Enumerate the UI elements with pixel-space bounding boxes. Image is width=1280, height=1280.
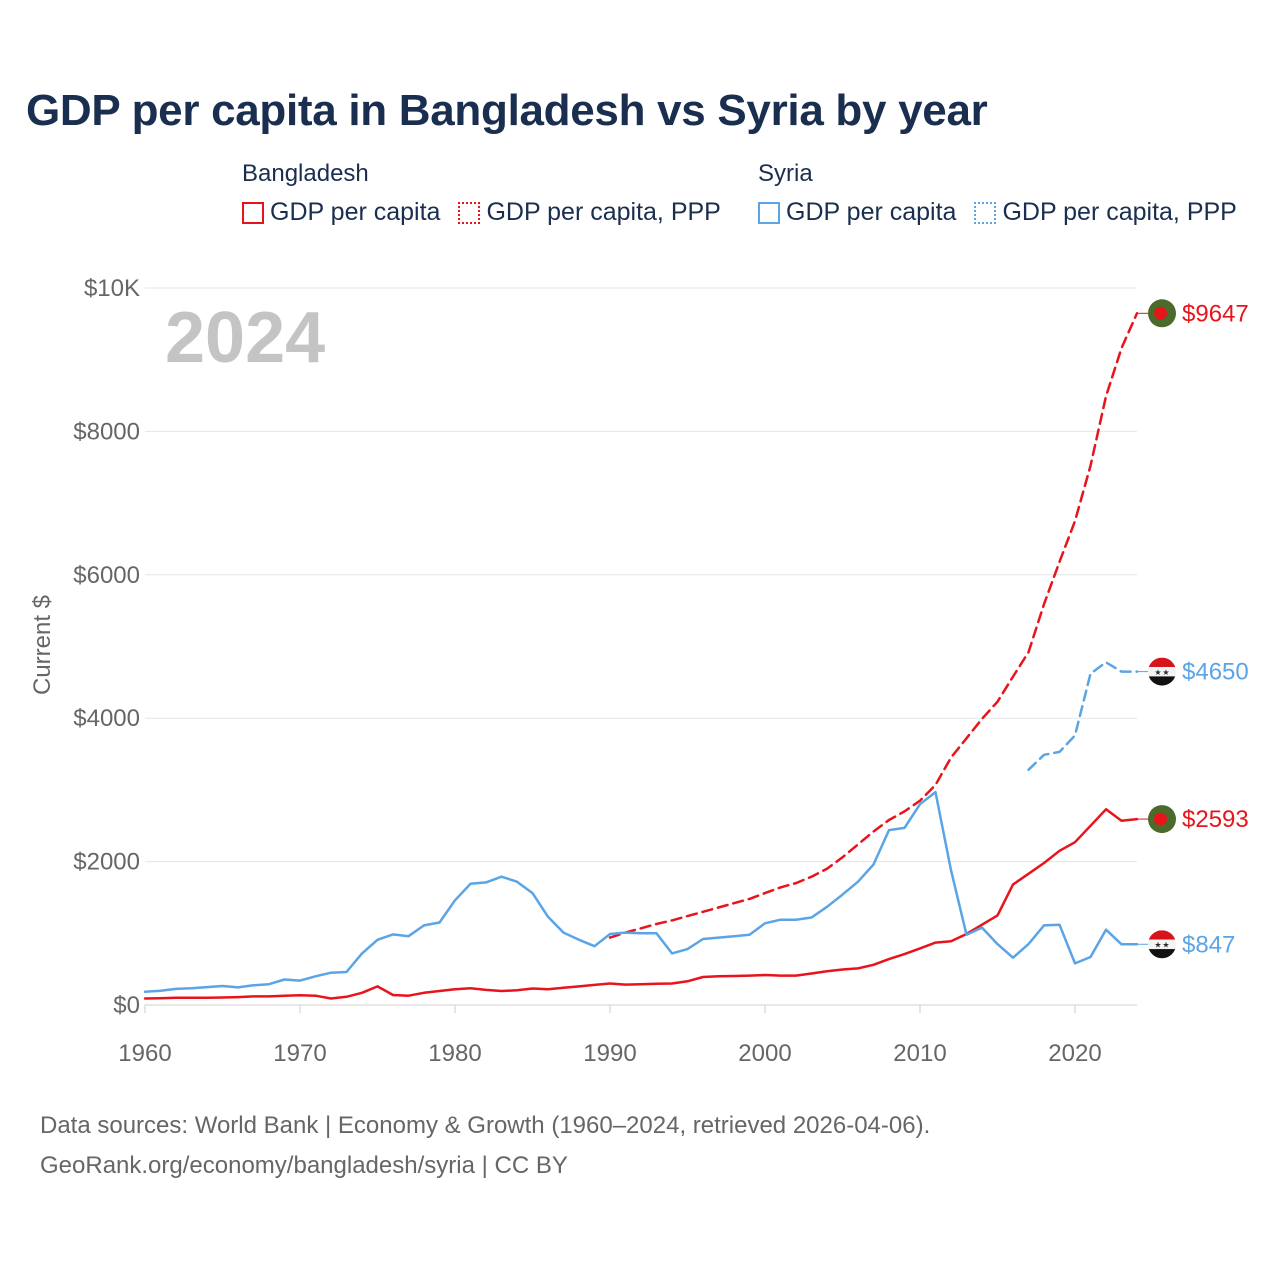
flag-stripe-white: [1148, 666, 1176, 677]
bangladesh-flag-icon: [1148, 299, 1176, 328]
series-line-bangladesh-gdp[interactable]: [143, 808, 1139, 1000]
flag-disc: [1154, 306, 1167, 320]
y-tick-label: $8000: [73, 418, 140, 445]
x-tick-label: 2010: [893, 1040, 946, 1067]
legend-group-syria: Syria GDP per capita GDP per capita, PPP: [758, 160, 1237, 227]
y-tick-label: $2000: [73, 849, 140, 876]
legend-item-syria-ppp[interactable]: GDP per capita, PPP: [974, 198, 1237, 227]
line-chart: $0 $2000 $4000 $6000 $8000 $10K 1960 1970 1980 19…: [29, 275, 1249, 1067]
flag-disc: [1154, 812, 1167, 826]
legend-item-bangladesh-gdp[interactable]: GDP per capita: [242, 198, 440, 227]
legend-label: GDP per capita: [786, 198, 957, 226]
flag-stripe-black: [1148, 949, 1176, 959]
x-tick-label: 1960: [118, 1040, 171, 1067]
syria-flag-icon: ★ ★: [1148, 930, 1176, 959]
x-tick-label: 1990: [583, 1040, 636, 1067]
y-axis-title: Current $: [29, 595, 56, 695]
legend-group-bangladesh: Bangladesh GDP per capita GDP per capita…: [242, 160, 721, 227]
year-watermark: 2024: [165, 298, 325, 378]
syria-flag-icon: ★ ★: [1148, 657, 1176, 686]
end-value-label: $2593: [1182, 806, 1249, 833]
end-value-label: $4650: [1182, 659, 1249, 686]
legend-group-name: Syria: [758, 160, 813, 187]
y-tick-label: $4000: [73, 705, 140, 732]
legend-group-name: Bangladesh: [242, 160, 369, 187]
flag-stripes: ★ ★: [1148, 657, 1176, 686]
legend-label: GDP per capita, PPP: [1002, 198, 1237, 226]
flag-star-icon: ★: [1162, 940, 1169, 949]
x-tick-label: 1980: [428, 1040, 481, 1067]
flag-star-icon: ★: [1162, 668, 1169, 677]
y-tick-label: $6000: [73, 562, 140, 589]
y-tick-label: $10K: [84, 275, 140, 302]
legend-item-syria-gdp[interactable]: GDP per capita: [758, 198, 956, 227]
x-tick-label: 2000: [738, 1040, 791, 1067]
series-line-syria-gdp[interactable]: [143, 790, 1139, 993]
legend-swatch-dotted-blue: [974, 201, 997, 224]
y-tick-label: $0: [113, 992, 140, 1019]
flag-star-icon: ★: [1154, 940, 1161, 949]
flag-stripe-red: [1148, 930, 1176, 940]
legend-label: GDP per capita, PPP: [486, 198, 721, 226]
legend-swatch-solid-blue: [758, 201, 780, 224]
flag-stripes: ★ ★: [1148, 930, 1176, 959]
flag-stripe-red: [1148, 657, 1176, 667]
end-value-label: $9647: [1182, 300, 1249, 327]
flag-stripe-black: [1148, 676, 1176, 686]
end-value-label: $847: [1182, 931, 1235, 958]
series-line-syria-ppp[interactable]: [1027, 661, 1139, 772]
footer-sources: Data sources: World Bank | Economy & Gro…: [40, 1112, 931, 1139]
legend-swatch-solid-red: [242, 201, 264, 224]
bangladesh-flag-icon: [1148, 805, 1176, 834]
footer: Data sources: World Bank | Economy & Gro…: [40, 1106, 930, 1186]
footer-attribution[interactable]: GeoRank.org/economy/bangladesh/syria | C…: [40, 1152, 568, 1179]
series-line-bangladesh-ppp[interactable]: [608, 312, 1139, 939]
flag-stripe-white: [1148, 939, 1176, 950]
flag-star-icon: ★: [1154, 668, 1161, 677]
chart-title: GDP per capita in Bangladesh vs Syria by…: [26, 86, 988, 135]
legend-item-bangladesh-ppp[interactable]: GDP per capita, PPP: [458, 198, 721, 227]
x-tick-label: 2020: [1048, 1040, 1101, 1067]
legend-label: GDP per capita: [270, 198, 441, 226]
x-tick-label: 1970: [273, 1040, 326, 1067]
legend-swatch-dotted-red: [458, 201, 481, 224]
